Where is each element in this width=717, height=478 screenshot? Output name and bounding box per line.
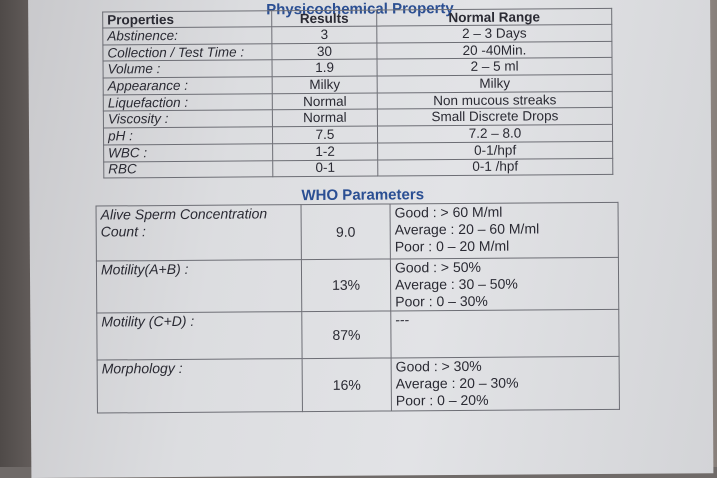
- who-normal-cell: Good : > 50% Average : 30 – 50% Poor : 0 –…: [390, 257, 619, 311]
- report-paper: Physicochemical Property Properties Resu…: [28, 0, 714, 478]
- who-parameter-cell: Motility (C+D) :: [96, 311, 303, 361]
- who-parameter-cell: Alive Sperm Concentration Count :: [96, 204, 302, 262]
- normal-range-line: ---: [395, 311, 410, 328]
- who-parameter-cell: Motility(A+B) :: [96, 259, 302, 314]
- normal-range-cell: Milky: [377, 74, 613, 93]
- normal-range-line: Average : 20 – 60 M/ml: [394, 220, 540, 238]
- property-cell: WBC :: [103, 143, 273, 162]
- property-cell: RBC: [103, 160, 273, 179]
- parameter-label: Count :: [100, 223, 146, 240]
- header-results: Results: [271, 10, 377, 27]
- property-cell: Viscosity :: [103, 110, 273, 129]
- who-normal-cell: ---: [390, 309, 620, 358]
- header-normal-range: Normal Range: [376, 8, 612, 27]
- who-normal-cell: Good : > 60 M/ml Average : 20 – 60 M/ml Po…: [390, 202, 619, 259]
- physicochemical-row: RBC 0-1 0-1 /hpf: [103, 157, 613, 179]
- who-normal-cell: Good : > 30% Average : 20 – 30% Poor : 0 –…: [391, 356, 620, 411]
- property-cell: Liquefaction :: [103, 93, 273, 112]
- who-parameter-cell: Morphology :: [97, 358, 303, 414]
- result-cell: 1-2: [272, 142, 378, 161]
- result-cell: 7.5: [272, 126, 378, 144]
- result-cell: 30: [271, 42, 378, 61]
- who-row: Alive Sperm Concentration Count :9.0 Good …: [96, 202, 619, 262]
- header-properties: Properties: [102, 10, 272, 28]
- who-table: Alive Sperm Concentration Count :9.0 Good …: [96, 202, 620, 414]
- who-value-cell: 87%: [301, 310, 392, 359]
- who-value-cell: 13%: [301, 258, 391, 312]
- property-cell: Abstinence:: [102, 26, 272, 45]
- normal-range-line: Average : 20 – 30%: [395, 374, 519, 392]
- normal-range-cell: Small Discrete Drops: [377, 107, 613, 127]
- normal-range-cell: 7.2 – 8.0: [377, 124, 613, 143]
- normal-range-line: Poor : 0 – 20%: [395, 391, 489, 409]
- normal-range-cell: 2 – 5 ml: [377, 57, 613, 77]
- who-row: Motility (C+D) : 87% ---: [96, 309, 620, 361]
- parameter-label: Motility(A+B) :: [100, 260, 189, 278]
- normal-range-cell: Non mucous streaks: [377, 91, 613, 110]
- property-cell: Volume :: [103, 60, 273, 79]
- result-cell: 0-1: [272, 159, 378, 177]
- result-cell: Normal: [272, 92, 378, 111]
- who-row: Motility(A+B) : 13% Good : > 50% Average : …: [96, 257, 619, 314]
- normal-range-line: Poor : 0 – 30%: [395, 292, 488, 310]
- who-title: WHO Parameters: [301, 186, 425, 205]
- parameter-label: Morphology :: [101, 359, 183, 377]
- normal-range-cell: 20 -40Min.: [376, 41, 613, 60]
- who-value-cell: 9.0: [301, 203, 391, 260]
- result-cell: 1.9: [272, 59, 378, 77]
- parameter-label: Motility (C+D) :: [101, 312, 195, 330]
- normal-range-cell: 2 – 3 Days: [376, 24, 612, 43]
- normal-range-cell: 0-1 /hpf: [377, 157, 613, 177]
- result-cell: 3: [271, 26, 377, 44]
- result-cell: Normal: [272, 109, 378, 127]
- normal-range-line: Good : > 30%: [395, 357, 482, 375]
- parameter-label: Alive Sperm Concentration: [100, 205, 268, 223]
- normal-range-line: Good : > 50%: [394, 258, 482, 276]
- normal-range-line: Poor : 0 – 20 M/ml: [394, 237, 510, 255]
- normal-range-line: Average : 30 – 50%: [395, 275, 518, 293]
- result-cell: Milky: [272, 76, 378, 94]
- property-cell: Collection / Test Time :: [102, 43, 273, 62]
- who-value-cell: 16%: [302, 357, 392, 412]
- normal-range-cell: 0-1/hpf: [377, 141, 613, 160]
- property-cell: Appearance :: [103, 76, 273, 95]
- physicochemical-table: Properties Results Normal Range Abstinen…: [102, 8, 613, 179]
- who-row: Morphology : 16% Good : > 30% Average : 20 …: [97, 356, 620, 414]
- normal-range-line: Good : > 60 M/ml: [394, 203, 503, 221]
- property-cell: pH :: [103, 126, 273, 145]
